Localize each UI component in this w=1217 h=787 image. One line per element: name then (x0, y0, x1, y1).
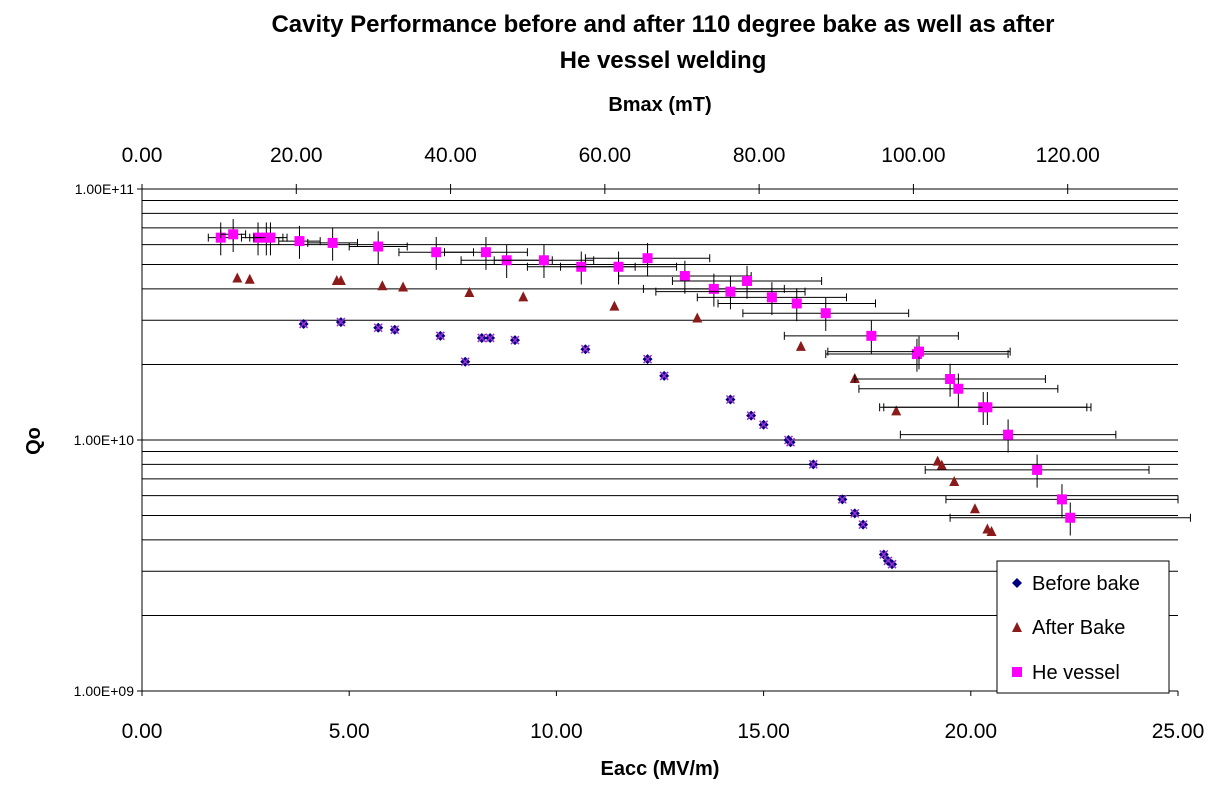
after-bake-point (244, 273, 255, 284)
x2-tick-label: 100.00 (881, 144, 945, 167)
before-bake-cross (336, 317, 346, 327)
he-vessel-point (791, 298, 802, 309)
he-vessel-point (866, 330, 877, 341)
legend-marker-triangle-icon (1012, 622, 1022, 632)
before-bake-cross (643, 354, 653, 364)
legend-label-he-vessel: He vessel (1032, 662, 1120, 684)
he-vessel-point (914, 346, 924, 357)
legend-label-after-bake: After Bake (1032, 617, 1125, 639)
he-vessel-point (613, 261, 624, 272)
x-axis-title: Eacc (MV/m) (601, 758, 720, 780)
he-vessel-point (1056, 494, 1067, 505)
after-bake-point (936, 459, 947, 470)
he-vessel-point (766, 292, 777, 303)
before-bake-cross (435, 331, 445, 341)
x-tick-label: 15.00 (737, 720, 790, 743)
he-vessel-point (953, 383, 964, 394)
chart-title-line1: Cavity Performance before and after 110 … (271, 11, 1054, 38)
x-tick-label: 10.00 (530, 720, 583, 743)
legend: Before bake After Bake He vessel (996, 560, 1170, 694)
y-tick-label: 1.00E+11 (75, 181, 135, 197)
before-bake-cross (879, 549, 889, 559)
before-bake-cross (759, 420, 769, 430)
y-tick-label: 1.00E+10 (74, 432, 135, 448)
after-bake-point (891, 405, 902, 416)
before-bake-cross (858, 520, 868, 530)
before-bake-cross (887, 559, 897, 569)
after-bake-point (398, 281, 409, 292)
he-vessel-point (538, 255, 549, 266)
chart-title-line2: He vessel welding (560, 47, 767, 74)
he-vessel-point (1003, 429, 1014, 440)
legend-box (996, 560, 1170, 694)
he-vessel-point (327, 237, 338, 248)
before-bake-cross (580, 344, 590, 354)
he-vessel-point (265, 232, 276, 243)
legend-marker-square-icon (1012, 667, 1022, 677)
he-vessel-point (708, 283, 719, 294)
legend-label-before-bake: Before bake (1032, 573, 1140, 595)
he-vessel-point (742, 275, 753, 286)
legend-item-he-vessel: He vessel (1012, 662, 1120, 684)
x-tick-label: 20.00 (945, 720, 998, 743)
after-bake-point (949, 476, 960, 487)
he-vessel-point (480, 247, 491, 258)
before-bake-cross (786, 437, 796, 447)
after-bake-point (795, 340, 806, 351)
before-bake-cross (373, 323, 383, 333)
legend-item-after-bake: After Bake (1012, 617, 1125, 639)
before-bake-cross (299, 319, 309, 329)
before-bake-cross (808, 459, 818, 469)
after-bake-point (464, 287, 475, 298)
y-tick-label: 1.00E+09 (74, 683, 135, 699)
after-bake-point (692, 312, 703, 323)
he-vessel-point (228, 229, 239, 240)
before-bake-cross (485, 333, 495, 343)
before-bake-cross (850, 508, 860, 518)
he-vessel-point (982, 402, 993, 413)
x-tick-label: 5.00 (329, 720, 370, 743)
he-vessel-point (945, 373, 956, 384)
he-vessel-point (431, 247, 442, 258)
before-bake-cross (746, 411, 756, 421)
before-bake-cross (659, 371, 669, 381)
x2-tick-label: 80.00 (733, 144, 786, 167)
legend-marker-diamond-icon (1012, 578, 1022, 588)
before-bake-cross (837, 494, 847, 504)
grid (142, 188, 1178, 616)
x2-tick-label: 20.00 (270, 144, 323, 167)
legend-item-before-bake: Before bake (1012, 573, 1140, 595)
after-bake-point (335, 274, 346, 285)
he-vessel-point (725, 286, 736, 297)
x2-tick-label: 60.00 (579, 144, 632, 167)
after-bake-point (609, 300, 620, 311)
data-marks (207, 219, 1191, 570)
before-bake-cross (510, 335, 520, 345)
after-bake-point (986, 525, 997, 536)
he-vessel-point (642, 253, 653, 264)
he-vessel-point (679, 271, 690, 282)
before-bake-cross (460, 357, 470, 367)
x2-axis-title: Bmax (mT) (608, 94, 711, 116)
he-vessel-point (820, 308, 831, 319)
he-vessel-point (1065, 512, 1076, 523)
before-bake-cross (725, 394, 735, 405)
tick-labels: 1.00E+09 1.00E+10 1.00E+11 0.00 5.00 10.00 15.… (74, 144, 1205, 743)
x-tick-label: 25.00 (1152, 720, 1205, 743)
before-bake-cross (390, 325, 400, 335)
y-axis-title: Qo (23, 427, 45, 455)
he-vessel-point (294, 236, 305, 247)
x2-tick-label: 0.00 (122, 144, 163, 167)
after-bake-point (518, 291, 529, 302)
he-vessel-point (373, 241, 384, 252)
after-bake-point (232, 272, 243, 283)
after-bake-point (969, 503, 980, 514)
after-bake-point (377, 280, 388, 291)
x2-tick-label: 40.00 (424, 144, 477, 167)
x2-tick-label: 120.00 (1036, 144, 1100, 167)
before-bake-cross (477, 333, 487, 343)
he-vessel-point (1032, 464, 1043, 475)
x-tick-label: 0.00 (122, 720, 163, 743)
